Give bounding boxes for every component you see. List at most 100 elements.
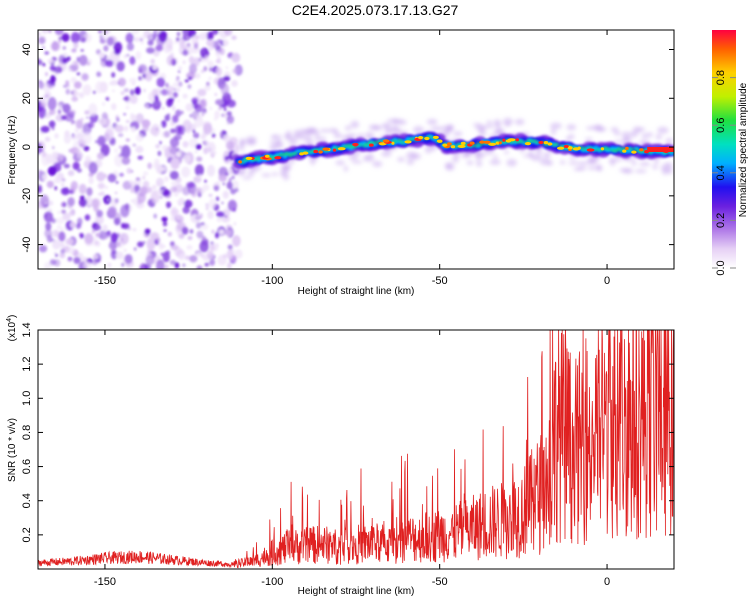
noise-speck [166,55,175,66]
noise-speck [59,252,66,259]
noise-speck [46,235,53,243]
noise-speck [60,182,65,187]
noise-speck [45,72,48,77]
noise-speck [111,89,116,92]
noise-speck [119,232,129,245]
noise-speck [38,169,43,174]
noise-speck [76,72,81,76]
noise-speck [41,30,49,35]
noise-speck [98,192,101,196]
noise-speck [103,45,109,52]
noise-speck [169,259,176,266]
signal-blob [618,147,622,150]
haze-speck [269,140,277,144]
noise-speck [88,103,98,117]
haze-speck [610,127,619,133]
noise-speck [196,265,203,269]
noise-speck [132,143,137,147]
noise-speck [58,38,62,43]
noise-speck [189,113,193,118]
noise-speck [224,30,233,36]
haze-speck [576,166,588,170]
haze-speck [528,149,533,158]
signal-blob [454,145,458,149]
noise-speck [218,106,223,111]
noise-speck [45,222,52,231]
noise-speck [231,175,235,180]
snr-x-tick-label: -150 [94,576,116,588]
snr-scale-close: ) [7,315,18,318]
noise-speck [198,57,202,62]
noise-speck [88,176,94,185]
noise-speck [114,217,121,226]
noise-speck [83,145,90,152]
noise-speck [208,198,217,210]
noise-speck [101,102,106,106]
noise-speck [75,119,84,129]
hotspot [432,135,439,139]
hotspot [567,146,573,150]
noise-speck [44,261,52,269]
signal-blob [428,136,432,139]
colorbar-label: Normalized spectral amplitude [738,82,749,217]
noise-speck [203,108,206,112]
spectrogram-y-label: Frequency (Hz) [7,116,18,185]
noise-speck [203,123,213,135]
noise-speck [142,180,150,188]
spectrogram-y-axis: -40 -20 0 20 40 [21,43,674,253]
signal-blob [316,148,320,151]
noise-speck [193,42,199,50]
noise-speck [153,213,157,219]
noise-speck [111,72,116,78]
noise-speck [123,88,130,93]
noise-speck [173,191,179,197]
noise-speck [163,45,171,54]
noise-speck [100,233,109,240]
noise-speck [146,47,155,54]
noise-speck [204,85,211,91]
noise-speck [217,56,222,60]
noise-speck [57,109,62,115]
noise-speck [224,155,230,160]
noise-speck [126,54,130,57]
haze-speck [592,125,603,131]
hotspot [538,140,544,145]
noise-speck [234,249,243,259]
noise-speck [81,130,84,133]
noise-speck [91,198,100,208]
noise-speck [224,229,232,236]
noise-speck [160,89,170,96]
haze-speck [302,135,313,141]
noise-speck [186,245,193,250]
noise-speck [47,166,57,176]
noise-speck [111,251,116,255]
noise-speck [157,150,162,156]
noise-speck [126,167,132,174]
noise-speck [96,152,105,160]
hotspot [382,139,390,143]
noise-speck [71,48,77,53]
noise-speck [221,215,231,223]
noise-speck [193,57,200,67]
haze-speck [514,118,525,126]
noise-speck [154,238,158,244]
noise-speck [48,120,56,128]
noise-speck [198,174,202,179]
noise-speck [139,263,149,269]
noise-speck [118,133,124,138]
noise-speck [155,44,163,52]
noise-speck [96,171,106,182]
spectrogram-frame [37,29,675,270]
haze-speck [489,159,501,165]
spectrogram-plot-area [38,30,674,269]
noise-speck [121,262,125,267]
haze-speck [647,132,653,138]
noise-speck [98,117,107,126]
noise-speck [160,252,164,256]
noise-speck [124,254,133,264]
noise-speck [209,258,216,266]
haze-speck [551,128,556,136]
noise-speck [131,30,140,36]
snr-frame [37,329,675,570]
noise-speck [222,182,226,186]
